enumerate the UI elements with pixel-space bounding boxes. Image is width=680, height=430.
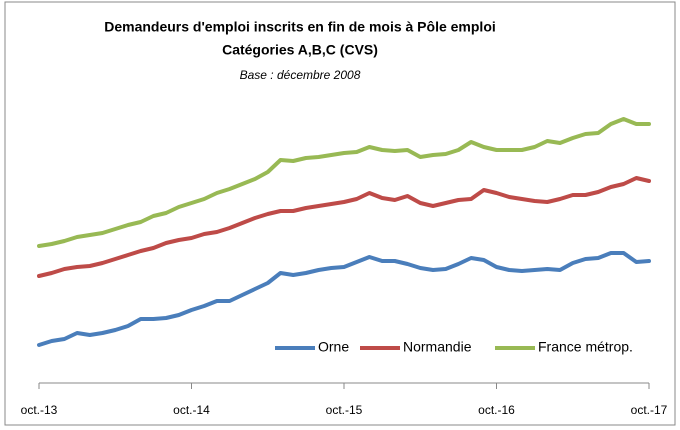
chart-border <box>4 1 676 426</box>
x-tick-label: oct.-13 <box>21 403 58 417</box>
x-tick-label: oct.-16 <box>478 403 515 417</box>
chart-subtitle: Base : décembre 2008 <box>240 68 361 82</box>
series-line <box>37 117 651 248</box>
legend-label: Orne <box>318 339 349 355</box>
x-tick-label: oct.-14 <box>173 403 210 417</box>
chart-title: Catégories A,B,C (CVS) <box>222 42 378 58</box>
chart-title: Demandeurs d'emploi inscrits en fin de m… <box>104 19 496 35</box>
x-tick-label: oct.-15 <box>326 403 363 417</box>
series-line <box>37 251 651 347</box>
x-tick-label: oct.-17 <box>631 403 668 417</box>
legend-label: Normandie <box>403 339 472 355</box>
legend-label: France métrop. <box>538 339 633 355</box>
series-line <box>37 176 651 278</box>
